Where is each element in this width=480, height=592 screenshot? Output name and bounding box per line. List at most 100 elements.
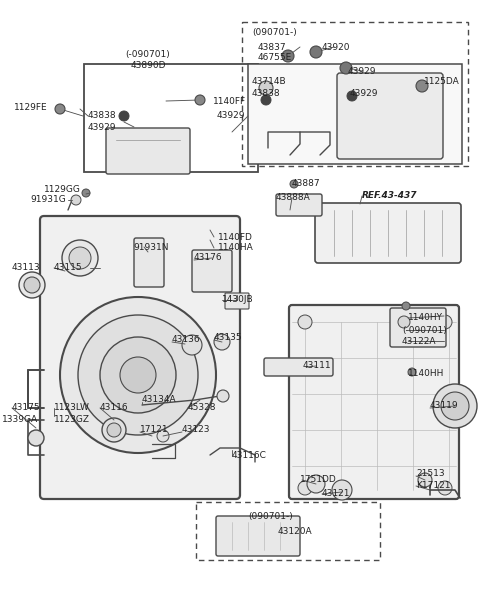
Text: 43837: 43837 — [258, 43, 287, 52]
Circle shape — [433, 384, 477, 428]
Circle shape — [310, 46, 322, 58]
Circle shape — [298, 315, 312, 329]
FancyBboxPatch shape — [192, 250, 232, 292]
FancyBboxPatch shape — [216, 516, 300, 556]
Circle shape — [261, 95, 271, 105]
Text: (090701-): (090701-) — [248, 511, 293, 520]
Bar — [248, 64, 462, 164]
Text: 43888A: 43888A — [276, 194, 311, 202]
Circle shape — [62, 240, 98, 276]
Text: 43115: 43115 — [54, 263, 83, 272]
Text: 43135: 43135 — [214, 333, 242, 343]
Text: 43838: 43838 — [88, 111, 117, 121]
Text: 1751DD: 1751DD — [300, 475, 337, 484]
Text: 17121: 17121 — [140, 426, 168, 435]
Text: 43113: 43113 — [12, 263, 41, 272]
Text: 43929: 43929 — [217, 111, 245, 121]
FancyBboxPatch shape — [315, 203, 461, 263]
Circle shape — [214, 334, 230, 350]
Circle shape — [102, 418, 126, 442]
Text: 43175: 43175 — [12, 404, 41, 413]
Text: 1140HH: 1140HH — [408, 369, 444, 378]
Text: 43929: 43929 — [348, 67, 376, 76]
Text: 43920: 43920 — [322, 43, 350, 52]
Text: 43887: 43887 — [292, 179, 321, 188]
FancyBboxPatch shape — [106, 128, 190, 174]
Text: 91931G: 91931G — [30, 195, 66, 204]
Circle shape — [418, 473, 432, 487]
Circle shape — [195, 95, 205, 105]
Circle shape — [71, 195, 81, 205]
Text: 1140HY: 1140HY — [408, 314, 443, 323]
Circle shape — [107, 423, 121, 437]
Text: 1123GZ: 1123GZ — [54, 414, 90, 423]
Text: 43714B: 43714B — [252, 78, 287, 86]
Circle shape — [398, 316, 410, 328]
Text: 43134A: 43134A — [142, 395, 177, 404]
Text: 1129FE: 1129FE — [14, 104, 48, 112]
Text: 43121: 43121 — [322, 490, 350, 498]
Circle shape — [24, 277, 40, 293]
Text: 43929: 43929 — [350, 88, 379, 98]
Circle shape — [78, 315, 198, 435]
Circle shape — [100, 337, 176, 413]
Text: 1430JB: 1430JB — [222, 295, 253, 304]
Circle shape — [347, 91, 357, 101]
Circle shape — [60, 297, 216, 453]
Circle shape — [441, 392, 469, 420]
Circle shape — [307, 475, 325, 493]
Circle shape — [19, 272, 45, 298]
Text: 1129GG: 1129GG — [44, 185, 81, 194]
Text: 1140FD: 1140FD — [218, 233, 253, 242]
FancyBboxPatch shape — [40, 216, 240, 499]
Circle shape — [416, 80, 428, 92]
Text: 1123LW: 1123LW — [54, 404, 90, 413]
Text: 43136: 43136 — [172, 336, 201, 345]
Text: 46755E: 46755E — [258, 53, 292, 63]
Text: 43111: 43111 — [303, 362, 332, 371]
FancyBboxPatch shape — [225, 293, 249, 309]
Circle shape — [259, 81, 273, 95]
Text: REF.43-437: REF.43-437 — [362, 191, 418, 201]
Text: 43122A: 43122A — [402, 336, 436, 346]
Circle shape — [69, 247, 91, 269]
Text: 1339GA: 1339GA — [2, 414, 38, 423]
Circle shape — [82, 189, 90, 197]
Text: 43890D: 43890D — [130, 62, 166, 70]
Text: 1140HA: 1140HA — [218, 243, 254, 253]
Circle shape — [119, 111, 129, 121]
Text: 1125DA: 1125DA — [424, 78, 460, 86]
Circle shape — [217, 390, 229, 402]
Circle shape — [28, 430, 44, 446]
Circle shape — [157, 430, 169, 442]
FancyBboxPatch shape — [276, 194, 322, 216]
Text: (090701-): (090701-) — [252, 27, 297, 37]
Circle shape — [290, 180, 298, 188]
Text: 45328: 45328 — [188, 404, 216, 413]
Text: 21513: 21513 — [416, 469, 444, 478]
Text: 43116: 43116 — [100, 404, 129, 413]
Bar — [84, 64, 258, 172]
Circle shape — [402, 302, 410, 310]
Circle shape — [282, 50, 294, 62]
Text: 43116C: 43116C — [232, 452, 267, 461]
Circle shape — [408, 368, 416, 376]
Circle shape — [120, 357, 156, 393]
Circle shape — [332, 480, 352, 500]
FancyBboxPatch shape — [134, 238, 164, 287]
Text: 91931N: 91931N — [133, 243, 168, 252]
Text: 1140FF: 1140FF — [213, 96, 246, 105]
Text: 43929: 43929 — [88, 123, 117, 131]
Circle shape — [340, 62, 352, 74]
FancyBboxPatch shape — [264, 358, 333, 376]
Circle shape — [55, 104, 65, 114]
Text: 43119: 43119 — [430, 401, 458, 410]
Circle shape — [298, 481, 312, 495]
Text: 43120A: 43120A — [278, 527, 312, 536]
Text: 43838: 43838 — [252, 88, 281, 98]
Text: 43176: 43176 — [194, 253, 223, 262]
Text: K17121: K17121 — [416, 481, 451, 490]
Text: (-090701): (-090701) — [126, 50, 170, 60]
FancyBboxPatch shape — [289, 305, 459, 499]
Text: 43123: 43123 — [182, 426, 211, 435]
